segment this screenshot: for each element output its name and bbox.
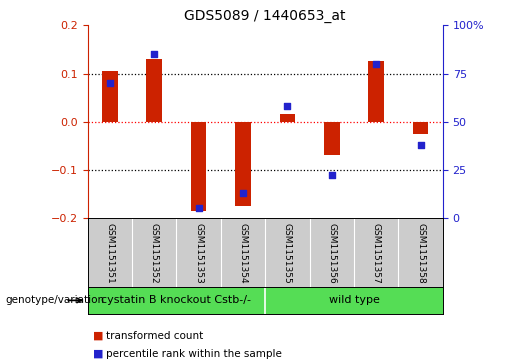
Bar [102,71,117,122]
Text: ■: ■ [93,349,103,359]
Bar [146,59,162,122]
Text: GSM1151357: GSM1151357 [372,223,381,284]
Text: GSM1151355: GSM1151355 [283,223,292,284]
Bar [280,114,295,122]
Point [150,51,158,57]
Bar [191,122,207,211]
Text: wild type: wild type [329,295,380,305]
Text: GSM1151358: GSM1151358 [416,223,425,284]
Text: percentile rank within the sample: percentile rank within the sample [106,349,282,359]
Text: ■: ■ [93,331,103,341]
Text: GSM1151354: GSM1151354 [238,223,248,284]
Title: GDS5089 / 1440653_at: GDS5089 / 1440653_at [184,9,346,23]
Point [106,80,114,86]
Text: GSM1151353: GSM1151353 [194,223,203,284]
Text: genotype/variation: genotype/variation [5,295,104,305]
Bar [369,61,384,122]
Bar [413,122,428,134]
Point [372,61,381,67]
Text: GSM1151351: GSM1151351 [105,223,114,284]
Point [195,205,203,211]
Point [283,103,291,109]
Bar [235,122,251,206]
Text: GSM1151356: GSM1151356 [328,223,336,284]
Text: cystatin B knockout Cstb-/-: cystatin B knockout Cstb-/- [101,295,251,305]
Bar [324,122,339,155]
Point [239,190,247,196]
Point [328,172,336,178]
Text: GSM1151352: GSM1151352 [150,223,159,284]
Text: transformed count: transformed count [106,331,203,341]
Point [417,142,425,148]
